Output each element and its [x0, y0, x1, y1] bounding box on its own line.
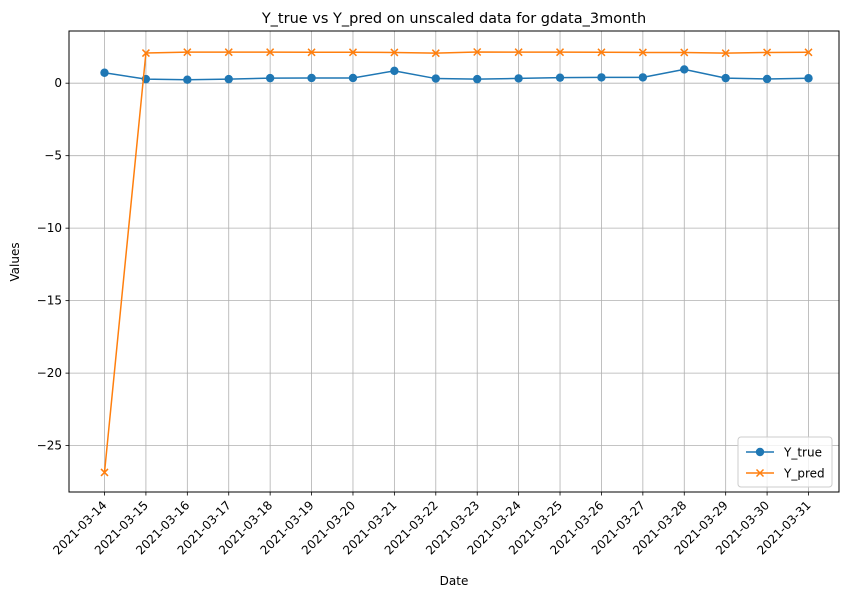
data-point-y-true [762, 74, 772, 84]
data-point-y-pred [680, 48, 689, 57]
series-line-y-pred [103, 51, 809, 473]
data-point-y-pred [348, 48, 358, 57]
data-point-y-true [307, 73, 316, 83]
legend-label-y-true: Y_true [783, 446, 822, 460]
series-line-y-true [104, 68, 809, 81]
data-point-y-pred [721, 49, 730, 58]
data-point-y-true [431, 74, 440, 83]
y-tick-label: −25 [37, 439, 62, 453]
data-point-y-true [514, 74, 523, 83]
data-point-y-pred [473, 47, 482, 57]
series-lines [100, 47, 813, 477]
plot-frame [68, 30, 840, 493]
legend-label-y-pred: Y_pred [783, 467, 825, 481]
data-point-y-pred [390, 48, 399, 57]
data-point-y-pred [431, 49, 440, 58]
data-point-y-true [680, 65, 689, 74]
data-point-y-pred [638, 48, 647, 57]
y-tick-label: −15 [37, 294, 62, 308]
data-point-y-true [721, 73, 730, 83]
data-point-y-true [183, 75, 192, 84]
data-point-y-true [100, 68, 109, 77]
x-axis-title: Date [440, 574, 469, 588]
grid-lines [69, 31, 839, 492]
data-point-y-pred [804, 48, 813, 57]
data-point-y-pred [307, 48, 316, 57]
data-point-y-true [638, 73, 648, 82]
data-point-y-pred [141, 49, 150, 58]
data-point-y-pred [266, 48, 275, 57]
y-axis-title: Values [8, 242, 22, 281]
y-tick-label: −10 [37, 221, 62, 235]
legend-marker-y-pred [755, 468, 765, 478]
data-point-y-true [390, 66, 399, 76]
data-point-y-true [348, 73, 358, 83]
data-point-y-pred [100, 468, 109, 477]
data-point-y-pred [514, 48, 523, 57]
data-point-y-pred [555, 48, 565, 57]
data-point-y-pred [597, 48, 606, 57]
data-point-y-true [597, 73, 606, 82]
y-tick-label: −20 [37, 366, 62, 380]
y-tick-label: 0 [54, 76, 62, 90]
data-point-y-true [804, 74, 813, 83]
legend-marker-y-true [755, 447, 765, 457]
data-point-y-pred [224, 48, 233, 57]
data-point-y-true [555, 73, 565, 82]
data-point-y-true [473, 74, 482, 84]
y-tick-label: −5 [44, 149, 62, 163]
data-point-y-true [224, 74, 233, 84]
data-point-y-pred [183, 48, 192, 57]
data-point-y-true [265, 73, 275, 83]
legend: Y_true Y_pred [737, 436, 833, 488]
chart-title: Y_true vs Y_pred on unscaled data for gd… [261, 11, 646, 27]
data-point-y-pred [763, 48, 772, 57]
